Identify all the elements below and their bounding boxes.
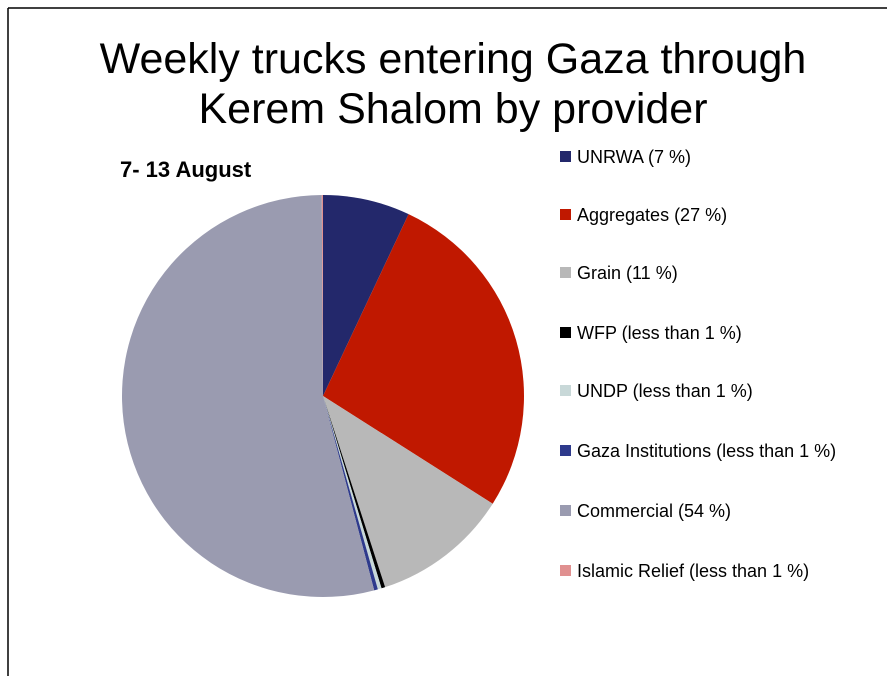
legend-label: Aggregates (27 %) bbox=[577, 205, 728, 225]
legend-swatch bbox=[560, 151, 571, 162]
pie-slice bbox=[323, 396, 378, 591]
legend-swatch bbox=[560, 385, 571, 396]
legend-swatch bbox=[560, 565, 571, 576]
legend-swatch bbox=[560, 267, 571, 278]
legend-swatch bbox=[560, 505, 571, 516]
legend-label: UNDP (less than 1 %) bbox=[577, 381, 753, 401]
legend-label: WFP (less than 1 %) bbox=[577, 323, 742, 343]
pie-slice bbox=[323, 396, 386, 589]
pie-slice bbox=[323, 195, 409, 396]
pie-slice bbox=[122, 195, 375, 597]
chart-title: Weekly trucks entering Gaza through Kere… bbox=[99, 35, 807, 133]
legend-label: Commercial (54 %) bbox=[577, 501, 732, 521]
pie-slice bbox=[323, 396, 382, 590]
legend-label: Islamic Relief (less than 1 %) bbox=[577, 561, 810, 581]
chart-subtitle: 7- 13 August bbox=[120, 157, 252, 182]
pie-slice bbox=[321, 195, 323, 396]
legend-swatch bbox=[560, 445, 571, 456]
legend-label: Grain (11 %) bbox=[577, 263, 678, 283]
pie-slice bbox=[323, 396, 493, 588]
legend-swatch bbox=[560, 327, 571, 338]
legend-label: Gaza Institutions (less than 1 %) bbox=[577, 441, 837, 461]
pie-slice bbox=[323, 214, 524, 504]
legend-label: UNRWA (7 %) bbox=[577, 147, 692, 167]
legend-swatch bbox=[560, 209, 571, 220]
